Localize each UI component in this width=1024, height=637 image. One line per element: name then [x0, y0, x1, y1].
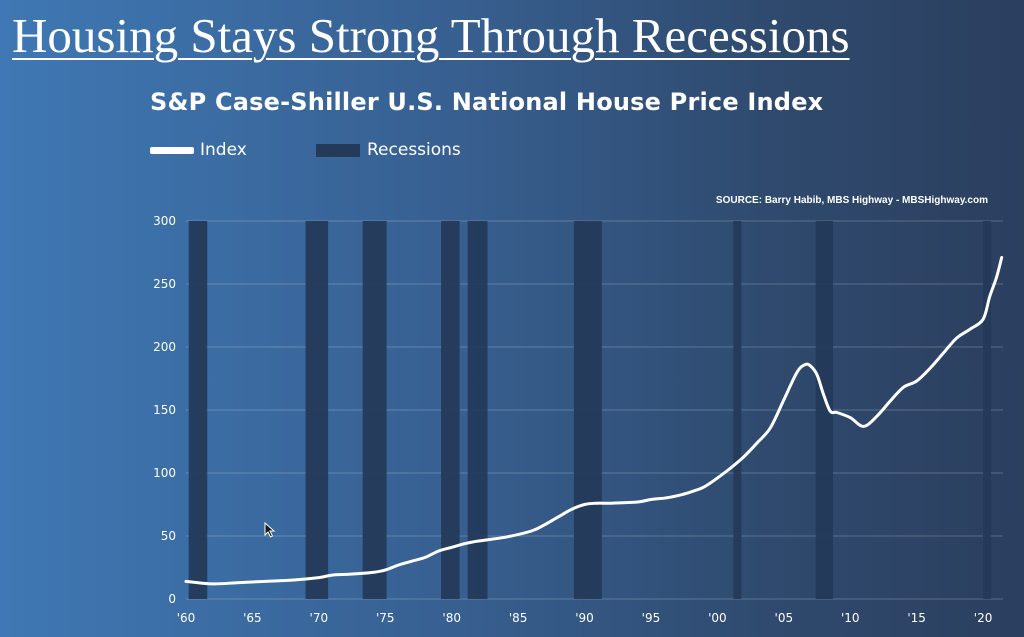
y-tick-label: 300 [153, 214, 176, 228]
recession-bar [733, 221, 742, 599]
slide-title: Housing Stays Strong Through Recessions [12, 8, 850, 63]
x-tick-label: '90 [575, 611, 594, 625]
y-tick-label: 50 [161, 529, 176, 543]
recession-bars [188, 221, 992, 599]
x-tick-label: '70 [310, 611, 329, 625]
recession-bar [188, 221, 208, 599]
recession-bar [467, 221, 488, 599]
recession-bar [983, 221, 992, 599]
x-tick-label: '80 [442, 611, 461, 625]
y-tick-label: 150 [153, 403, 176, 417]
x-tick-label: '05 [775, 611, 794, 625]
recession-bar [362, 221, 387, 599]
x-tick-label: '20 [974, 611, 993, 625]
series-line-index [184, 256, 1004, 586]
y-tick-label: 200 [153, 340, 176, 354]
legend-swatch-recessions [316, 143, 360, 157]
legend-label-recessions: Recessions [367, 140, 461, 160]
x-tick-label: '95 [642, 611, 661, 625]
recession-bar [441, 221, 460, 599]
recession-bar [815, 221, 833, 599]
source-note: SOURCE: Barry Habib, MBS Highway - MBSHi… [715, 195, 988, 206]
legend-item-recessions: Recessions [316, 140, 461, 160]
x-tick-label: '60 [177, 611, 196, 625]
x-tick-label: '00 [708, 611, 727, 625]
x-tick-label: '10 [841, 611, 860, 625]
y-tick-label: 100 [153, 466, 176, 480]
legend-swatch-index [150, 146, 194, 154]
recession-bar [305, 221, 329, 599]
series-layer [184, 256, 1004, 586]
mouse-pointer-icon [264, 522, 276, 538]
x-tick-label: '15 [907, 611, 926, 625]
x-tick-label: '75 [376, 611, 395, 625]
legend-item-index: Index [150, 140, 247, 160]
x-tick-label: '65 [243, 611, 262, 625]
legend-label-index: Index [200, 140, 247, 160]
chart-title: S&P Case-Shiller U.S. National House Pri… [150, 88, 824, 116]
recession-bar [573, 221, 602, 599]
y-tick-label: 0 [168, 592, 176, 606]
x-tick-label: '85 [509, 611, 528, 625]
y-tick-label: 250 [153, 277, 176, 291]
axis-ticks: 0 50 100 150 200 250 300 '60 '65 '70 '75 '80 '85 '90 '… [153, 214, 992, 625]
